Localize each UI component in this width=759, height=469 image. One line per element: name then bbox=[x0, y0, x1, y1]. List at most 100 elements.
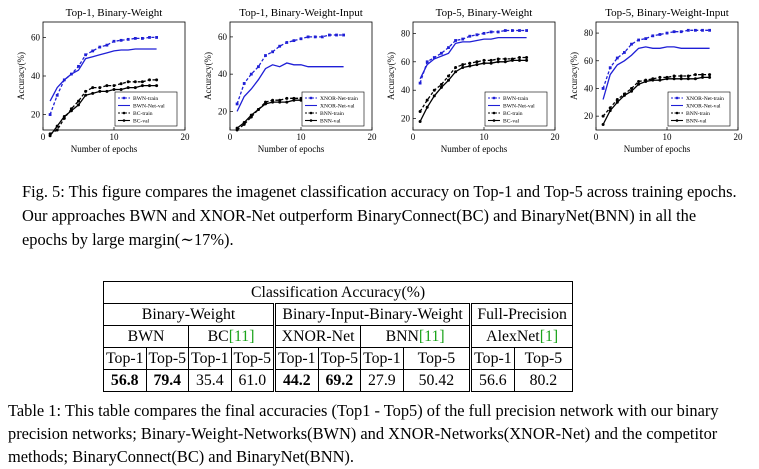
y-tick-label: 40 bbox=[31, 71, 41, 81]
legend-marker bbox=[675, 111, 679, 115]
data-point bbox=[475, 63, 479, 67]
table-caption-text: This table compares the final accuracies… bbox=[8, 401, 719, 466]
x-tick-label: 10 bbox=[663, 132, 673, 142]
group-binary-input-binary-weight: Binary-Input-Binary-Weight bbox=[273, 303, 472, 326]
data-point bbox=[155, 36, 158, 39]
table-row: Binary-Weight Binary-Input-Binary-Weight… bbox=[102, 303, 574, 326]
data-point bbox=[623, 51, 626, 54]
table-row: 56.8 79.4 35.4 61.0 44.2 69.2 27.9 50.42… bbox=[103, 369, 574, 392]
data-point bbox=[84, 93, 88, 97]
x-axis-label: Number of epochs bbox=[441, 144, 508, 154]
data-point bbox=[665, 77, 669, 81]
series-line bbox=[236, 62, 344, 112]
data-point bbox=[242, 82, 246, 85]
y-axis-label: Accuracy(%) bbox=[386, 52, 396, 100]
method-bnn-label: BNN bbox=[385, 328, 419, 345]
series-line bbox=[419, 59, 527, 122]
value-bc-top5: 61.0 bbox=[230, 369, 276, 392]
data-point bbox=[658, 33, 662, 36]
header-xnor-top1: Top-1 bbox=[273, 347, 319, 370]
method-bnn: BNN[11] bbox=[360, 325, 472, 348]
data-point bbox=[454, 39, 457, 42]
data-point bbox=[91, 49, 95, 53]
legend-marker bbox=[122, 119, 126, 122]
data-point bbox=[608, 66, 612, 70]
x-axis-label: Number of epochs bbox=[258, 144, 325, 154]
method-alexnet-label: AlexNet bbox=[486, 328, 540, 345]
x-tick-label: 20 bbox=[181, 132, 191, 142]
data-point bbox=[708, 75, 712, 79]
chart-title: Top-5, Binary-Weight bbox=[436, 7, 533, 19]
data-point bbox=[119, 88, 123, 91]
data-point bbox=[148, 36, 151, 39]
data-point bbox=[489, 58, 493, 62]
data-point bbox=[292, 98, 296, 102]
data-point bbox=[112, 39, 116, 43]
legend-marker bbox=[309, 111, 313, 115]
accuracy-table: Classification Accuracy(%) Binary-Weight… bbox=[102, 281, 574, 392]
data-point bbox=[525, 29, 528, 32]
legend-marker bbox=[492, 119, 496, 122]
data-point bbox=[468, 61, 472, 65]
data-point bbox=[686, 77, 690, 81]
y-tick-label: 60 bbox=[401, 57, 411, 67]
chart-title: Top-1, Binary-Weight-Input bbox=[239, 7, 363, 19]
data-point bbox=[454, 70, 458, 74]
series-line bbox=[602, 73, 710, 117]
series-line bbox=[419, 56, 527, 112]
data-point bbox=[249, 113, 253, 117]
data-point bbox=[425, 105, 429, 109]
group-binary-weight: Binary-Weight bbox=[102, 303, 276, 326]
header-alexnet-top1: Top-1 bbox=[469, 347, 515, 370]
x-axis-label: Number of epochs bbox=[624, 144, 691, 154]
data-point bbox=[447, 78, 450, 82]
data-point bbox=[112, 84, 116, 88]
data-point bbox=[651, 34, 655, 38]
data-point bbox=[119, 38, 123, 42]
legend-label: BWN-train bbox=[503, 96, 528, 102]
data-point bbox=[264, 54, 267, 57]
data-point bbox=[440, 51, 443, 55]
chart-top1-binary-weight-plot: Top-1, Binary-Weight 0 10 20 20 40 60 Number of… bbox=[16, 7, 191, 154]
data-point bbox=[468, 34, 472, 38]
x-tick-label: 0 bbox=[411, 132, 416, 142]
data-point bbox=[701, 75, 704, 79]
data-point bbox=[630, 42, 633, 46]
table-caption: Table 1: This table compares the final a… bbox=[8, 399, 756, 468]
data-point bbox=[686, 74, 690, 78]
y-tick-label: 60 bbox=[584, 56, 594, 66]
data-point bbox=[708, 73, 712, 77]
data-point bbox=[285, 100, 289, 104]
header-bwn-top1: Top-1 bbox=[103, 347, 147, 370]
value-alexnet-top1: 56.6 bbox=[469, 369, 515, 392]
data-point bbox=[271, 50, 274, 54]
data-point bbox=[679, 74, 683, 78]
data-point bbox=[55, 128, 59, 132]
data-point bbox=[503, 60, 507, 64]
legend-marker bbox=[492, 111, 496, 115]
data-point bbox=[511, 29, 514, 32]
data-point bbox=[644, 80, 648, 84]
legend-marker bbox=[675, 96, 679, 100]
series-line bbox=[236, 34, 344, 105]
data-point bbox=[313, 35, 317, 39]
chart-top1-binary-weight: Top-1, Binary-Weight 0 10 20 20 40 60 Number of… bbox=[5, 2, 190, 172]
chart-title: Top-5, Binary-Weight-Input bbox=[605, 7, 729, 19]
data-point bbox=[708, 28, 711, 32]
figure-caption-text: This figure compares the imagenet classi… bbox=[22, 182, 737, 249]
y-tick-label: 40 bbox=[218, 69, 228, 79]
training-curves-figure: Top-1, Binary-Weight 0 10 20 20 40 60 Number of… bbox=[0, 0, 759, 175]
data-point bbox=[299, 37, 303, 41]
data-point bbox=[525, 58, 529, 62]
data-point bbox=[155, 84, 159, 88]
data-point bbox=[637, 38, 640, 42]
data-point bbox=[155, 78, 159, 82]
legend-label: BC-train bbox=[133, 111, 153, 117]
legend-label: BC-val bbox=[503, 119, 520, 125]
data-point bbox=[84, 89, 88, 93]
data-point bbox=[285, 41, 289, 44]
series-line bbox=[419, 29, 527, 84]
data-point bbox=[335, 33, 338, 37]
data-point bbox=[235, 126, 239, 130]
data-point bbox=[48, 134, 52, 138]
